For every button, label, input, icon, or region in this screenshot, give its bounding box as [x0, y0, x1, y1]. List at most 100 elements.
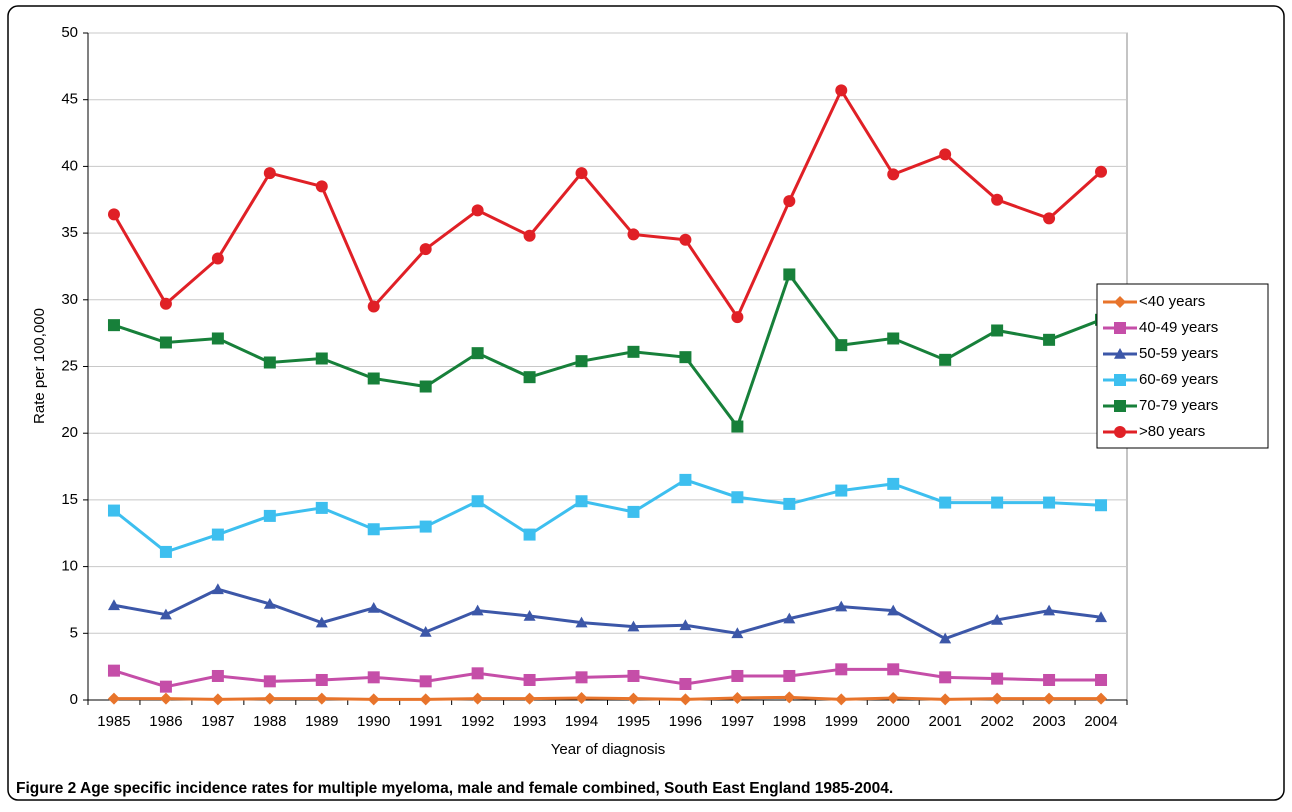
marker [263, 509, 276, 522]
marker [627, 228, 640, 241]
frame [7, 5, 1285, 801]
y-tick-label: 15 [61, 491, 78, 508]
x-tick-label: 1998 [773, 713, 806, 730]
marker [315, 692, 328, 705]
marker [523, 229, 536, 242]
marker [523, 528, 536, 541]
marker [211, 528, 224, 541]
marker [471, 495, 484, 508]
marker [367, 693, 380, 706]
marker [627, 620, 640, 632]
marker [263, 675, 276, 688]
marker [731, 311, 744, 324]
marker [419, 380, 432, 393]
marker [367, 372, 380, 385]
marker [107, 208, 120, 221]
marker [991, 324, 1004, 337]
marker [731, 420, 744, 433]
series-line [113, 695, 1102, 701]
x-tick-label: 2003 [1032, 713, 1065, 730]
series-line [112, 87, 1103, 321]
marker [887, 168, 900, 181]
marker [419, 675, 432, 688]
marker [107, 319, 120, 332]
marker [887, 477, 900, 490]
legend-label: 50-59 years [1139, 345, 1218, 362]
x-tick-label: 1990 [357, 713, 390, 730]
x-tick-label: 1995 [617, 713, 650, 730]
marker [887, 604, 900, 616]
marker [107, 692, 120, 705]
x-tick-label: 2004 [1084, 713, 1117, 730]
marker [939, 496, 952, 509]
marker [159, 297, 172, 310]
marker [783, 497, 796, 510]
x-axis-label: Year of diagnosis [551, 741, 666, 758]
marker [315, 180, 328, 193]
x-tick-label: 2000 [877, 713, 910, 730]
marker [575, 355, 588, 368]
marker [835, 693, 848, 706]
marker [1114, 348, 1126, 359]
y-axis-label: Rate per 100,000 [31, 308, 48, 424]
y-tick-label: 30 [61, 291, 78, 308]
marker [419, 243, 432, 256]
marker [367, 300, 380, 313]
y-tick-label: 0 [70, 691, 78, 708]
marker [523, 673, 536, 686]
series-line [113, 478, 1102, 554]
marker [159, 545, 172, 558]
marker [1043, 212, 1056, 225]
legend-label: >80 years [1139, 423, 1205, 440]
marker [835, 484, 848, 497]
y-tick-label: 35 [61, 224, 78, 241]
marker [679, 619, 692, 631]
marker [523, 609, 536, 621]
marker [159, 336, 172, 349]
y-tick-label: 10 [61, 558, 78, 575]
marker [1095, 673, 1108, 686]
marker [419, 625, 432, 637]
marker [939, 632, 952, 644]
marker [523, 371, 536, 384]
marker [575, 167, 588, 180]
x-tick-label: 1991 [409, 713, 442, 730]
x-tick-label: 1993 [513, 713, 546, 730]
marker [367, 523, 380, 536]
marker [991, 672, 1004, 685]
marker [159, 608, 172, 620]
marker [939, 671, 952, 684]
marker [523, 692, 536, 705]
marker [939, 693, 952, 706]
marker [107, 504, 120, 517]
marker [315, 673, 328, 686]
x-tick-label: 1985 [97, 713, 130, 730]
marker [367, 601, 380, 613]
marker [315, 616, 328, 628]
marker [107, 664, 120, 677]
marker [419, 693, 432, 706]
marker [159, 680, 172, 693]
marker [575, 691, 588, 704]
marker [783, 195, 796, 208]
marker [471, 347, 484, 360]
x-tick-label: 1999 [825, 713, 858, 730]
marker [991, 193, 1004, 206]
marker [783, 612, 796, 624]
marker [835, 600, 848, 612]
marker [835, 663, 848, 676]
y-tick-label: 45 [61, 91, 78, 108]
x-tick-label: 1988 [253, 713, 286, 730]
marker [1095, 165, 1108, 178]
marker [835, 84, 848, 97]
marker [679, 233, 692, 246]
marker [679, 473, 692, 486]
marker [211, 252, 224, 265]
marker [575, 495, 588, 508]
marker [783, 669, 796, 682]
legend-label: 70-79 years [1139, 397, 1218, 414]
marker [731, 691, 744, 704]
marker [159, 692, 172, 705]
